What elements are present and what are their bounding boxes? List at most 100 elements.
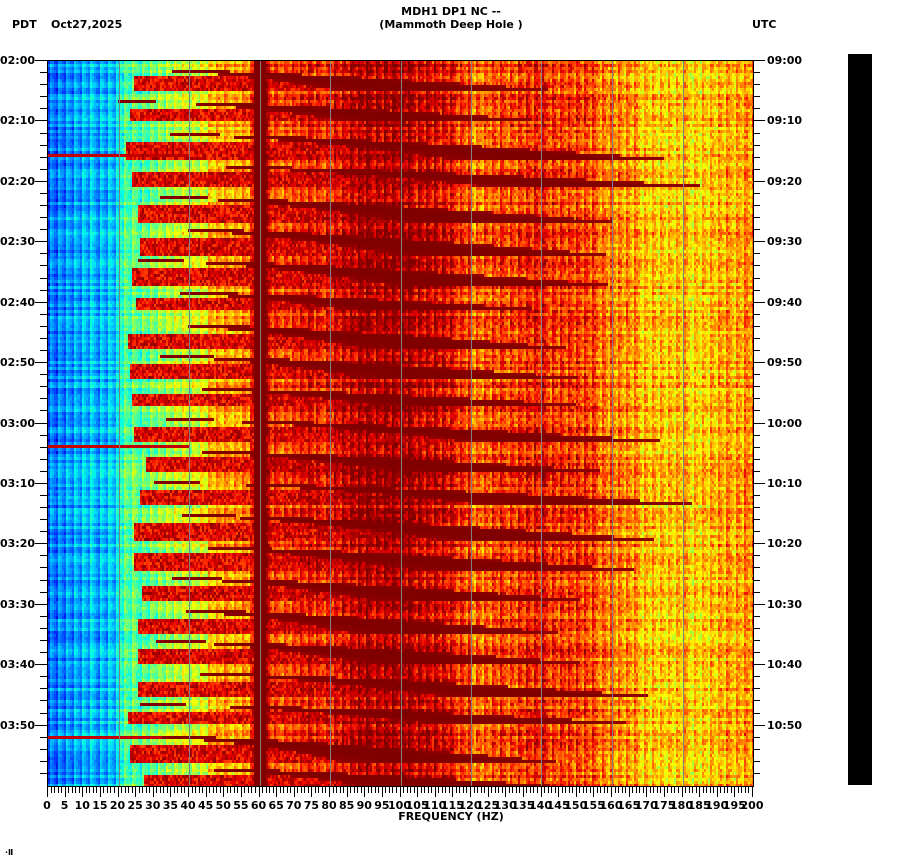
y-minor-tick	[753, 471, 760, 472]
x-minor-tick	[590, 787, 591, 793]
y-major-tick	[753, 181, 765, 182]
x-minor-tick	[706, 787, 707, 793]
x-minor-tick	[392, 787, 393, 793]
x-minor-tick	[396, 787, 397, 793]
y-minor-tick	[40, 676, 47, 677]
x-minor-tick	[174, 787, 175, 793]
y-minor-tick	[753, 398, 760, 399]
x-minor-tick	[498, 787, 499, 793]
x-tick-label: 140	[529, 799, 552, 812]
x-minor-tick	[586, 787, 587, 793]
y-right-time-label: 10:20	[767, 537, 803, 551]
x-tick-label: 30	[145, 799, 161, 812]
x-minor-tick	[459, 787, 460, 793]
y-left-time-label: 02:30	[0, 235, 36, 249]
x-minor-tick	[421, 787, 422, 793]
x-minor-tick	[407, 787, 408, 793]
x-major-tick	[276, 787, 277, 797]
x-minor-tick	[414, 787, 415, 793]
frequency-axis-title: FREQUENCY (HZ)	[398, 810, 504, 823]
x-minor-tick	[248, 787, 249, 793]
x-minor-tick	[667, 787, 668, 793]
x-tick-label: 115	[440, 799, 464, 812]
y-major-tick	[753, 483, 765, 484]
y-minor-tick	[40, 72, 47, 73]
y-minor-tick	[753, 133, 760, 134]
x-minor-tick	[474, 787, 475, 793]
x-tick-label: 125	[476, 799, 500, 812]
y-minor-tick	[753, 447, 760, 448]
y-minor-tick	[753, 290, 760, 291]
x-minor-tick	[745, 787, 746, 793]
y-right-time-label: 10:40	[767, 658, 803, 672]
y-major-tick	[753, 664, 765, 665]
y-minor-tick	[40, 459, 47, 460]
x-major-tick	[435, 787, 436, 797]
x-minor-tick	[618, 787, 619, 793]
y-minor-tick	[753, 435, 760, 436]
x-tick-label: 40	[180, 799, 196, 812]
x-minor-tick	[431, 787, 432, 793]
x-minor-tick	[491, 787, 492, 793]
x-major-tick	[505, 787, 506, 797]
x-minor-tick	[424, 787, 425, 793]
x-tick-label: 20	[109, 799, 126, 812]
y-major-tick	[35, 483, 47, 484]
y-right-time-label: 10:00	[767, 416, 803, 430]
spectrogram-canvas	[48, 61, 753, 786]
x-major-tick	[664, 787, 665, 797]
x-minor-tick	[456, 787, 457, 793]
x-minor-tick	[110, 787, 111, 793]
y-minor-tick	[40, 169, 47, 170]
x-minor-tick	[724, 787, 725, 793]
y-minor-tick	[40, 616, 47, 617]
x-minor-tick	[579, 787, 580, 793]
x-minor-tick	[597, 787, 598, 793]
x-minor-tick	[660, 787, 661, 793]
y-minor-tick	[40, 145, 47, 146]
y-major-tick	[753, 543, 765, 544]
x-major-tick	[382, 787, 383, 797]
y-minor-tick	[753, 773, 760, 774]
y-minor-tick	[40, 507, 47, 508]
station-title: MDH1 DP1 NC --	[401, 5, 501, 18]
y-minor-tick	[753, 580, 760, 581]
x-minor-tick	[625, 787, 626, 793]
x-tick-label: 25	[127, 799, 143, 812]
y-minor-tick	[40, 495, 47, 496]
x-minor-tick	[519, 787, 520, 793]
x-tick-label: 10	[74, 799, 90, 812]
corner-artifact: ·Ⅱ	[5, 848, 14, 857]
x-minor-tick	[318, 787, 319, 793]
x-tick-label: 95	[374, 799, 390, 812]
x-minor-tick	[361, 787, 362, 793]
y-minor-tick	[40, 398, 47, 399]
y-minor-tick	[40, 410, 47, 411]
right-timezone-label: UTC	[752, 18, 777, 31]
x-minor-tick	[643, 787, 644, 793]
x-minor-tick	[146, 787, 147, 793]
x-tick-label: 55	[233, 799, 249, 812]
amplitude-colorbar	[848, 54, 872, 785]
x-major-tick	[259, 787, 260, 797]
x-minor-tick	[230, 787, 231, 793]
y-major-tick	[753, 302, 765, 303]
x-major-tick	[452, 787, 453, 797]
y-left-time-label: 02:20	[0, 174, 36, 188]
x-minor-tick	[315, 787, 316, 793]
x-minor-tick	[495, 787, 496, 793]
y-major-tick	[35, 120, 47, 121]
x-minor-tick	[58, 787, 59, 793]
x-minor-tick	[156, 787, 157, 793]
y-minor-tick	[753, 628, 760, 629]
x-minor-tick	[466, 787, 467, 793]
y-minor-tick	[753, 265, 760, 266]
x-minor-tick	[604, 787, 605, 793]
x-minor-tick	[96, 787, 97, 793]
x-minor-tick	[51, 787, 52, 793]
x-major-tick	[593, 787, 594, 797]
y-minor-tick	[40, 350, 47, 351]
x-tick-label: 185	[687, 799, 711, 812]
y-right-time-label: 10:30	[767, 597, 803, 611]
y-minor-tick	[40, 471, 47, 472]
